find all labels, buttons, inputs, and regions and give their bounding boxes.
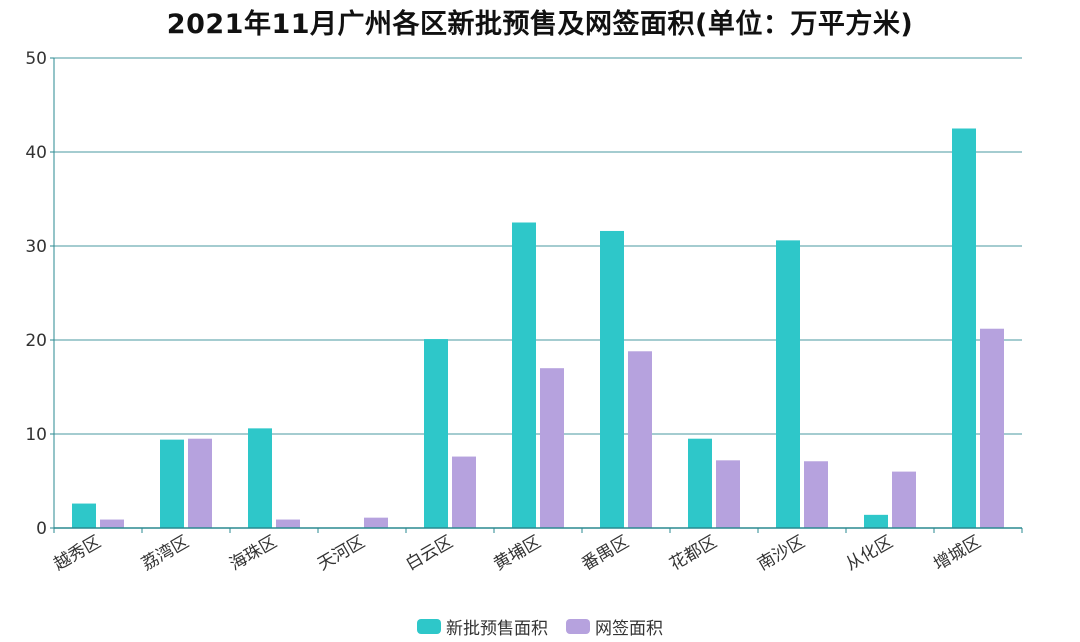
bar-signed[interactable]	[892, 471, 916, 528]
bar-signed[interactable]	[980, 328, 1004, 528]
legend: 新批预售面积 网签面积	[0, 614, 1080, 639]
x-tick-label: 海珠区	[226, 532, 280, 575]
x-tick-label: 增城区	[930, 532, 984, 575]
legend-label-signed: 网签面积	[595, 619, 663, 639]
y-tick-label: 20	[25, 331, 47, 351]
bar-signed[interactable]	[188, 438, 212, 528]
bar-signed[interactable]	[276, 519, 300, 528]
x-tick-label: 南沙区	[754, 532, 808, 575]
y-tick-label: 30	[25, 237, 47, 257]
x-tick-label: 越秀区	[50, 532, 104, 575]
legend-swatch-presale	[417, 619, 441, 634]
legend-item-signed[interactable]: 网签面积	[566, 614, 663, 639]
y-tick-label: 40	[25, 143, 47, 163]
legend-swatch-signed	[566, 619, 590, 634]
bar-presale[interactable]	[776, 240, 800, 529]
y-tick-label: 0	[36, 519, 47, 539]
x-tick-label: 从化区	[842, 532, 896, 575]
x-tick-label: 天河区	[314, 532, 368, 575]
x-tick-label: 黄埔区	[490, 532, 544, 575]
x-tick-label: 荔湾区	[138, 532, 192, 575]
bar-presale[interactable]	[424, 339, 448, 528]
bar-presale[interactable]	[952, 128, 976, 529]
bar-signed[interactable]	[452, 456, 476, 528]
legend-item-presale[interactable]: 新批预售面积	[417, 614, 548, 639]
bar-presale[interactable]	[512, 222, 536, 529]
x-tick-label: 白云区	[402, 532, 456, 575]
y-tick-label: 10	[25, 425, 47, 445]
bar-presale[interactable]	[600, 230, 624, 528]
bar-presale[interactable]	[248, 428, 272, 528]
bar-presale[interactable]	[160, 439, 184, 528]
bars	[72, 128, 1004, 529]
bar-presale[interactable]	[688, 438, 712, 528]
legend-label-presale: 新批预售面积	[446, 619, 548, 639]
bar-presale[interactable]	[72, 503, 96, 528]
grid-lines	[54, 57, 1022, 435]
bar-signed[interactable]	[100, 519, 124, 528]
y-tick-label: 50	[25, 49, 47, 69]
chart-title: 2021年11月广州各区新批预售及网签面积(单位：万平方米)	[166, 9, 914, 40]
bar-signed[interactable]	[364, 517, 388, 528]
bar-signed[interactable]	[540, 368, 564, 528]
bar-signed[interactable]	[804, 461, 828, 528]
x-tick-label: 番禺区	[578, 532, 632, 575]
bar-signed[interactable]	[716, 460, 740, 528]
x-tick-label: 花都区	[666, 532, 720, 575]
bar-presale[interactable]	[864, 514, 888, 528]
bar-signed[interactable]	[628, 351, 652, 528]
